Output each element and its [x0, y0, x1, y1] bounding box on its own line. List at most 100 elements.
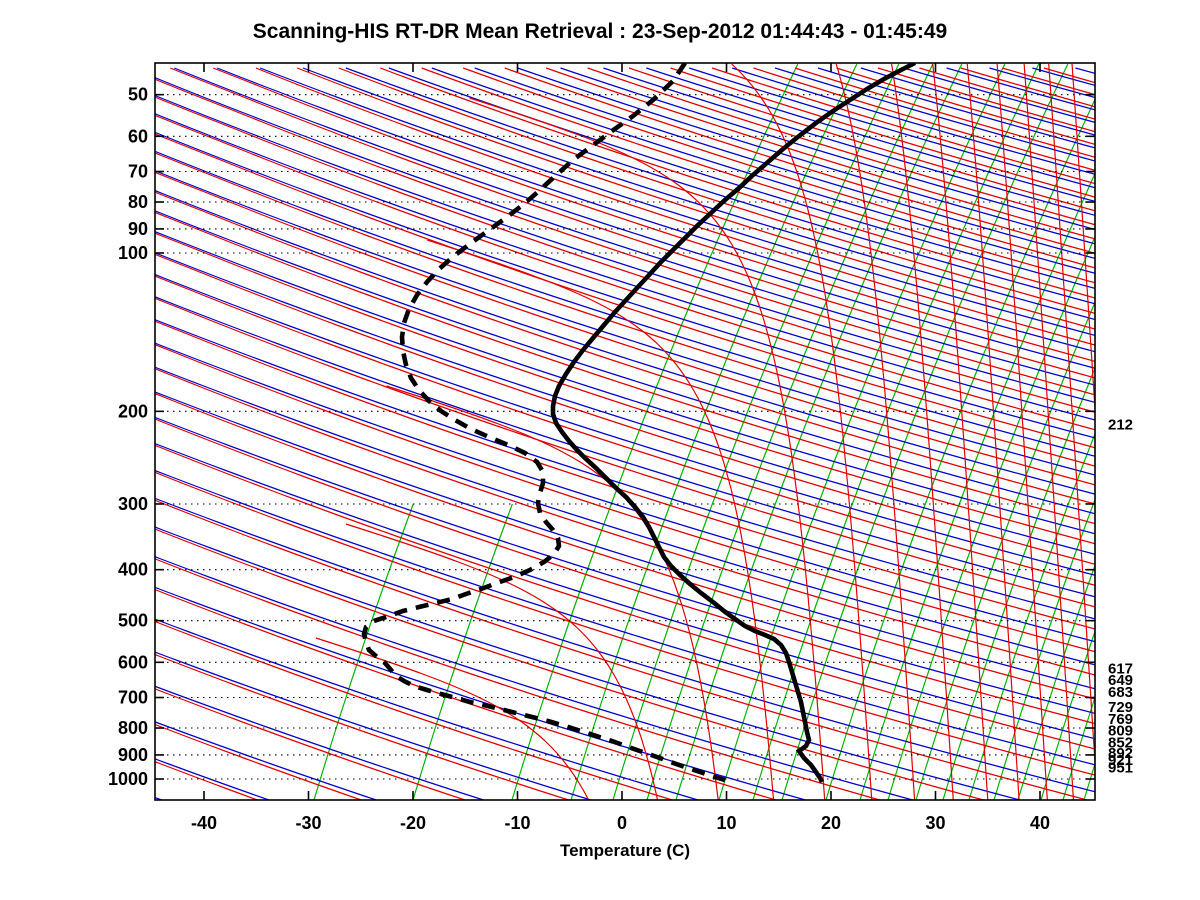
mixing-ratio-line — [1017, 563, 1095, 800]
dry-adiabat-line — [155, 342, 1095, 643]
moist-adiabat-line — [155, 499, 1088, 800]
mixing-ratio-line — [1040, 629, 1095, 800]
dry-adiabat-line — [155, 618, 699, 800]
moist-adiabat-line — [155, 171, 1095, 486]
mixing-ratio-line — [1158, 64, 1200, 800]
dry-adiabat-line — [603, 67, 1095, 216]
dry-adiabat-line — [155, 230, 1095, 535]
y-tick-label: 50 — [128, 85, 148, 105]
x-tick-label: 20 — [821, 813, 841, 833]
mixing-ratio-line — [1123, 64, 1200, 800]
y-tick-label: 70 — [128, 162, 148, 182]
moist-adiabat-line — [587, 67, 1095, 226]
mixing-ratio-line — [570, 63, 858, 800]
dry-adiabat-line — [774, 67, 1095, 162]
mixing-ratio-line — [915, 300, 1095, 800]
moist-adiabat-line — [155, 471, 1095, 776]
dry-adiabat-line — [259, 67, 1095, 337]
plot-frame — [154, 62, 1096, 801]
right-pressure-level-label: 729 — [1108, 699, 1133, 716]
moist-adiabat-line — [421, 67, 1095, 284]
moist-adiabat-line — [836, 67, 1095, 145]
moist-adiabat-line — [155, 418, 1095, 725]
dry-adiabat-line — [174, 67, 1095, 369]
moist-adiabat-line — [155, 114, 1095, 431]
moist-adiabat-line — [155, 211, 1095, 525]
dry-adiabat-line — [155, 685, 484, 800]
dry-adiabat-line — [155, 94, 1095, 404]
y-tick-label: 200 — [118, 401, 148, 421]
moist-adiabat-steep-line — [891, 63, 954, 800]
dry-adiabat-line — [560, 67, 1095, 231]
moist-adiabat-steep-line — [427, 239, 775, 800]
moist-adiabat-steep-line — [386, 385, 719, 800]
x-tick-label: 0 — [617, 813, 627, 833]
mixing-ratio-line — [646, 63, 934, 800]
moist-adiabat-line — [794, 67, 1095, 158]
dry-adiabat-line — [155, 252, 1095, 555]
dry-adiabat-line — [155, 113, 1095, 421]
dry-adiabat-line — [155, 526, 1021, 800]
dry-adiabat-line — [155, 416, 1095, 715]
dry-adiabat-line — [345, 67, 1095, 305]
moist-adiabat-line — [155, 392, 1095, 700]
right-pressure-level-label: 683 — [1108, 684, 1133, 701]
dry-adiabat-line — [431, 67, 1095, 274]
x-tick-label: -30 — [295, 813, 321, 833]
temperature-profile-line — [550, 63, 917, 784]
moist-adiabat-line — [155, 620, 673, 800]
y-tick-label: 600 — [118, 652, 148, 672]
right-pressure-level-label: 617 — [1108, 661, 1133, 678]
moist-adiabat-line — [155, 528, 984, 800]
x-axis-label: Temperature (C) — [559, 841, 691, 860]
dry-adiabat-line — [155, 150, 1095, 457]
moist-adiabat-line — [877, 67, 1095, 133]
x-tick-label: 40 — [1030, 813, 1050, 833]
moist-adiabat-line — [155, 78, 1095, 396]
right-pressure-level-label: 951 — [1108, 760, 1133, 777]
moist-adiabat-steep-line — [315, 637, 590, 800]
dry-adiabat-line — [155, 497, 1095, 793]
moist-adiabat-line — [155, 133, 1095, 449]
moist-adiabat-line — [155, 297, 1095, 608]
moist-adiabat-line — [504, 67, 1095, 254]
dry-adiabat-line — [155, 758, 270, 800]
moist-adiabat-line — [462, 67, 1095, 269]
mixing-ratio-line — [718, 63, 1006, 800]
dry-adiabat-line — [155, 721, 377, 800]
moist-adiabat-line — [155, 588, 777, 800]
moist-adiabat-line — [155, 368, 1095, 676]
mixing-ratio-line — [825, 98, 1095, 800]
x-tick-label: 30 — [925, 813, 945, 833]
dry-adiabat-line — [155, 366, 1095, 666]
mixing-ratio-line — [968, 432, 1095, 800]
moist-adiabat-line — [155, 253, 1095, 565]
dry-adiabat-line — [155, 651, 591, 800]
moist-adiabat-line — [155, 152, 1095, 467]
moist-adiabat-line — [170, 67, 1095, 379]
y-tick-label: 400 — [118, 560, 148, 580]
moist-adiabat-line — [155, 688, 466, 800]
right-pressure-level-label: 921 — [1108, 752, 1133, 769]
y-tick-label: 60 — [128, 126, 148, 146]
dry-adiabat-line — [216, 67, 1095, 353]
mixing-ratio-line — [942, 366, 1095, 800]
y-tick-label: 90 — [128, 219, 148, 239]
chart-title: Scanning-HIS RT-DR Mean Retrieval : 23-S… — [252, 20, 948, 43]
plot-area — [155, 63, 1200, 800]
moist-adiabat-line — [380, 67, 1095, 299]
right-pressure-level-label: 892 — [1108, 745, 1133, 762]
dry-adiabat-line — [155, 319, 1095, 620]
moist-adiabat-line — [155, 444, 1095, 750]
moist-adiabat-line — [155, 191, 1095, 505]
moist-adiabat-line — [155, 344, 1095, 653]
moist-adiabat-line — [338, 67, 1095, 314]
x-tick-label: -10 — [504, 813, 530, 833]
y-tick-label: 800 — [118, 718, 148, 738]
x-tick-label: -20 — [400, 813, 426, 833]
y-tick-label: 700 — [118, 688, 148, 708]
right-pressure-level-label: 809 — [1108, 723, 1133, 740]
moist-adiabat-steep-line — [1071, 63, 1095, 419]
right-pressure-level-label: 212 — [1108, 417, 1133, 434]
moist-adiabat-steep-line — [1048, 63, 1095, 772]
